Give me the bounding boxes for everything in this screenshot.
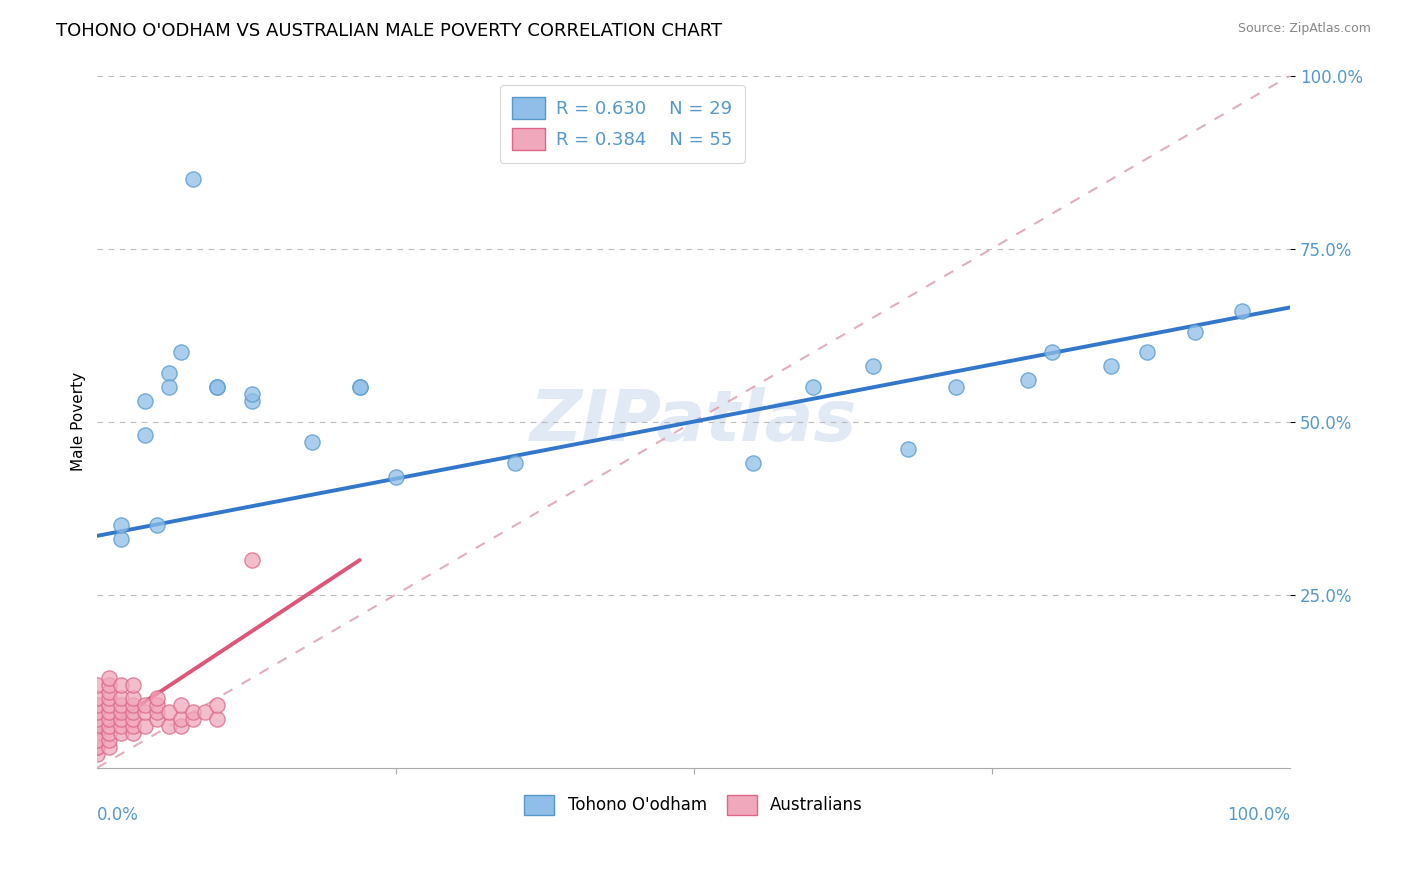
Point bbox=[122, 706, 145, 720]
Point bbox=[1136, 345, 1159, 359]
Point bbox=[503, 456, 526, 470]
Point bbox=[146, 691, 169, 706]
Point bbox=[301, 435, 323, 450]
Point bbox=[349, 380, 371, 394]
Point bbox=[110, 533, 132, 547]
Point bbox=[945, 380, 967, 394]
Legend: Tohono O'odham, Australians: Tohono O'odham, Australians bbox=[517, 788, 870, 822]
Point bbox=[86, 678, 108, 692]
Point bbox=[98, 739, 121, 754]
Point bbox=[122, 691, 145, 706]
Text: TOHONO O'ODHAM VS AUSTRALIAN MALE POVERTY CORRELATION CHART: TOHONO O'ODHAM VS AUSTRALIAN MALE POVERT… bbox=[56, 22, 723, 40]
Point bbox=[86, 706, 108, 720]
Point bbox=[122, 726, 145, 740]
Point bbox=[1017, 373, 1039, 387]
Point bbox=[98, 719, 121, 733]
Point bbox=[86, 698, 108, 713]
Point bbox=[1040, 345, 1063, 359]
Point bbox=[98, 684, 121, 698]
Point bbox=[98, 698, 121, 713]
Point bbox=[110, 706, 132, 720]
Point bbox=[146, 518, 169, 533]
Point bbox=[181, 172, 204, 186]
Point bbox=[205, 712, 228, 726]
Point bbox=[134, 698, 156, 713]
Point bbox=[146, 706, 169, 720]
Point bbox=[86, 691, 108, 706]
Point bbox=[122, 698, 145, 713]
Point bbox=[98, 671, 121, 685]
Point bbox=[205, 380, 228, 394]
Text: 100.0%: 100.0% bbox=[1227, 805, 1291, 824]
Point bbox=[122, 719, 145, 733]
Point bbox=[86, 719, 108, 733]
Point bbox=[181, 706, 204, 720]
Point bbox=[86, 733, 108, 747]
Point bbox=[1232, 304, 1254, 318]
Point bbox=[205, 380, 228, 394]
Point bbox=[122, 712, 145, 726]
Point bbox=[86, 739, 108, 754]
Point bbox=[98, 712, 121, 726]
Point bbox=[742, 456, 765, 470]
Point bbox=[157, 719, 180, 733]
Point bbox=[801, 380, 824, 394]
Text: 0.0%: 0.0% bbox=[97, 805, 139, 824]
Point bbox=[110, 691, 132, 706]
Point bbox=[157, 366, 180, 380]
Point bbox=[134, 706, 156, 720]
Text: ZIPatlas: ZIPatlas bbox=[530, 387, 858, 456]
Point bbox=[122, 678, 145, 692]
Point bbox=[86, 726, 108, 740]
Point bbox=[157, 706, 180, 720]
Point bbox=[170, 698, 193, 713]
Point bbox=[181, 712, 204, 726]
Point bbox=[1184, 325, 1206, 339]
Point bbox=[110, 712, 132, 726]
Point bbox=[384, 470, 406, 484]
Point bbox=[98, 726, 121, 740]
Point bbox=[110, 698, 132, 713]
Point bbox=[242, 387, 264, 401]
Point bbox=[98, 678, 121, 692]
Point bbox=[86, 739, 108, 754]
Point bbox=[194, 706, 217, 720]
Point bbox=[205, 698, 228, 713]
Text: Source: ZipAtlas.com: Source: ZipAtlas.com bbox=[1237, 22, 1371, 36]
Point bbox=[170, 712, 193, 726]
Point bbox=[157, 380, 180, 394]
Point bbox=[242, 393, 264, 408]
Point bbox=[146, 712, 169, 726]
Point bbox=[134, 428, 156, 442]
Point bbox=[897, 442, 920, 457]
Point bbox=[134, 719, 156, 733]
Point bbox=[110, 726, 132, 740]
Point bbox=[110, 518, 132, 533]
Point bbox=[110, 678, 132, 692]
Point bbox=[86, 747, 108, 761]
Y-axis label: Male Poverty: Male Poverty bbox=[72, 372, 86, 471]
Point bbox=[86, 733, 108, 747]
Point bbox=[134, 393, 156, 408]
Point bbox=[110, 719, 132, 733]
Point bbox=[86, 712, 108, 726]
Point bbox=[98, 733, 121, 747]
Point bbox=[242, 553, 264, 567]
Point bbox=[862, 359, 884, 374]
Point bbox=[146, 698, 169, 713]
Point bbox=[1099, 359, 1122, 374]
Point bbox=[98, 691, 121, 706]
Point bbox=[170, 719, 193, 733]
Point bbox=[170, 345, 193, 359]
Point bbox=[98, 706, 121, 720]
Point bbox=[349, 380, 371, 394]
